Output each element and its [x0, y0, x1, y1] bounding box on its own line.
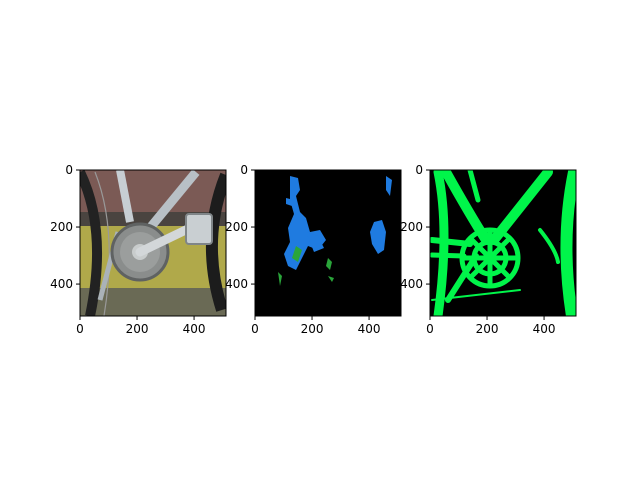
x-tick-label: 400 [533, 322, 556, 336]
y-tick-label: 200 [50, 220, 73, 234]
y-tick-label: 400 [400, 277, 423, 291]
y-tick-label: 400 [225, 277, 248, 291]
green-segmentation-mask [430, 170, 576, 316]
y-tick-label: 0 [415, 163, 423, 177]
green-mask-panel [429, 169, 577, 317]
x-tick-label: 200 [301, 322, 324, 336]
x-tick-label: 200 [476, 322, 499, 336]
x-tick-label: 200 [126, 322, 149, 336]
bicycle-photo [80, 170, 226, 316]
y-tick-label: 0 [65, 163, 73, 177]
y-tick-label: 200 [400, 220, 423, 234]
y-tick-label: 200 [225, 220, 248, 234]
y-tick-label: 400 [50, 277, 73, 291]
photo-panel [79, 169, 227, 317]
blue-segmentation-mask [255, 170, 401, 316]
y-tick-label: 0 [240, 163, 248, 177]
x-tick-label: 0 [426, 322, 434, 336]
x-tick-label: 400 [183, 322, 206, 336]
x-tick-label: 0 [251, 322, 259, 336]
x-tick-label: 400 [358, 322, 381, 336]
blue-mask-panel [254, 169, 402, 317]
x-tick-label: 0 [76, 322, 84, 336]
